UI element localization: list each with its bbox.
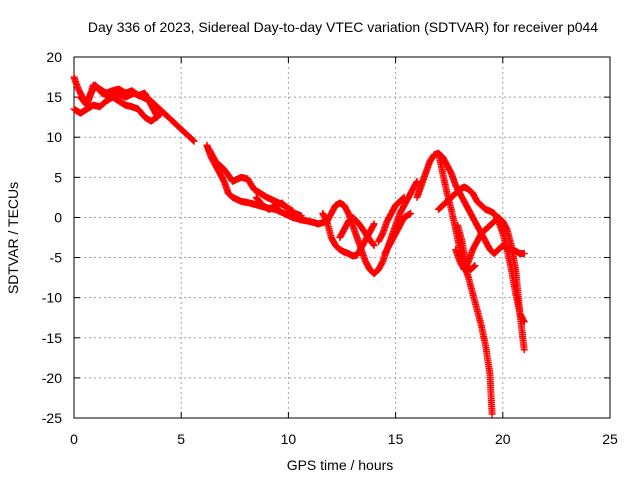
series-track-2 bbox=[70, 93, 164, 125]
data-point bbox=[471, 262, 479, 270]
tick-labels: 0 5 10 15 20 25 -25 -20 -15 -10 -5 0 5 10 15 20 bbox=[42, 49, 618, 447]
data-point bbox=[488, 410, 496, 418]
data-point bbox=[470, 262, 478, 270]
x-axis-label: GPS time / hours bbox=[287, 457, 394, 473]
data-point bbox=[413, 177, 421, 185]
y-tick-label: 10 bbox=[46, 129, 62, 145]
data-point bbox=[399, 194, 407, 202]
x-tick-label: 15 bbox=[388, 431, 404, 447]
y-tick-label: -15 bbox=[42, 330, 62, 346]
series-track-10 bbox=[374, 193, 408, 246]
axis-ticks bbox=[73, 56, 611, 419]
data-point bbox=[154, 113, 162, 121]
data-point bbox=[520, 250, 528, 258]
x-tick-label: 25 bbox=[602, 431, 618, 447]
y-tick-label: 5 bbox=[54, 169, 62, 185]
x-tick-label: 20 bbox=[495, 431, 511, 447]
y-tick-label: -5 bbox=[50, 250, 63, 266]
data-point bbox=[412, 179, 420, 187]
series-track-11 bbox=[381, 209, 415, 258]
y-tick-label: 15 bbox=[46, 89, 62, 105]
data-point bbox=[407, 209, 415, 217]
series-track-4 bbox=[203, 141, 331, 228]
series-track-16 bbox=[454, 221, 479, 274]
data-point bbox=[369, 240, 377, 248]
plot-frame bbox=[73, 56, 611, 419]
data-point bbox=[400, 193, 408, 201]
y-tick-label: -10 bbox=[42, 290, 62, 306]
series-track-6 bbox=[252, 193, 305, 220]
series-track-15 bbox=[452, 213, 528, 354]
y-tick-label: 20 bbox=[46, 49, 62, 65]
x-tick-label: 5 bbox=[177, 431, 185, 447]
y-tick-label: 0 bbox=[54, 209, 62, 225]
data-point bbox=[297, 212, 305, 220]
data-point bbox=[189, 136, 197, 144]
series-track-3 bbox=[76, 81, 162, 121]
chart-title: Day 336 of 2023, Sidereal Day-to-day VTE… bbox=[88, 19, 598, 35]
data-points bbox=[70, 73, 528, 418]
y-axis-label: SDTVAR / TECUs bbox=[5, 182, 21, 294]
data-point bbox=[370, 242, 378, 250]
data-point bbox=[190, 137, 198, 145]
data-point bbox=[520, 346, 528, 354]
x-tick-label: 0 bbox=[70, 431, 78, 447]
x-tick-label: 10 bbox=[281, 431, 297, 447]
series-track-9 bbox=[336, 213, 378, 250]
data-point bbox=[502, 224, 510, 232]
data-point bbox=[370, 220, 378, 228]
data-point bbox=[369, 221, 377, 229]
data-point bbox=[153, 112, 161, 120]
y-tick-label: -20 bbox=[42, 370, 62, 386]
y-tick-label: -25 bbox=[42, 410, 62, 426]
